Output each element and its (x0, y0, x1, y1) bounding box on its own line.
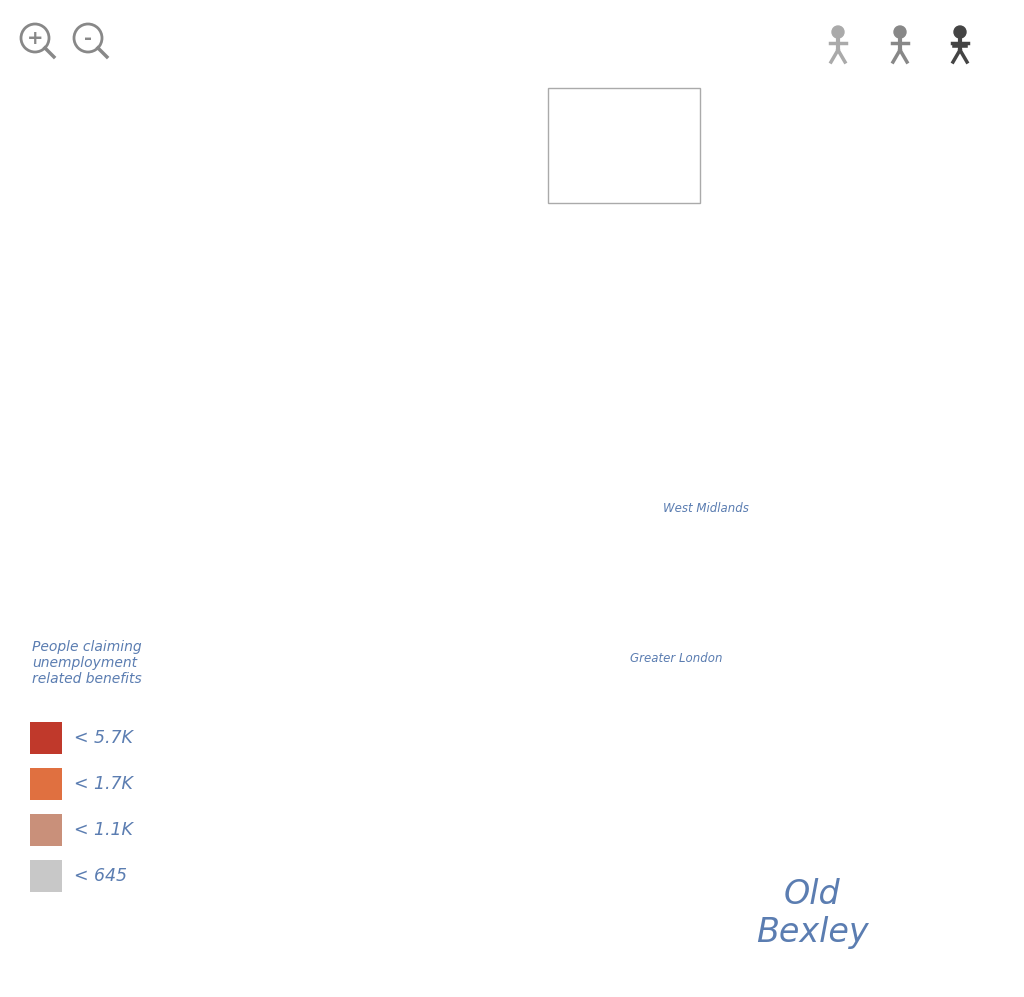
Text: < 1.1K: < 1.1K (74, 821, 133, 839)
Text: Greater London: Greater London (630, 652, 723, 665)
Bar (548, 88, 700, 203)
Text: West Midlands: West Midlands (663, 502, 749, 515)
Bar (30, 722, 62, 754)
Circle shape (894, 26, 906, 38)
Text: -: - (84, 29, 92, 48)
Text: People claiming
unemployment
related benefits: People claiming unemployment related ben… (32, 640, 141, 686)
Bar (30, 768, 62, 800)
Circle shape (831, 26, 844, 38)
Text: +: + (27, 29, 43, 48)
Circle shape (954, 26, 966, 38)
Text: Old
Bexley: Old Bexley (756, 878, 868, 949)
Bar (30, 860, 62, 892)
Text: < 1.7K: < 1.7K (74, 775, 133, 793)
Bar (30, 814, 62, 846)
Text: < 645: < 645 (74, 867, 127, 885)
Text: < 5.7K: < 5.7K (74, 729, 133, 747)
